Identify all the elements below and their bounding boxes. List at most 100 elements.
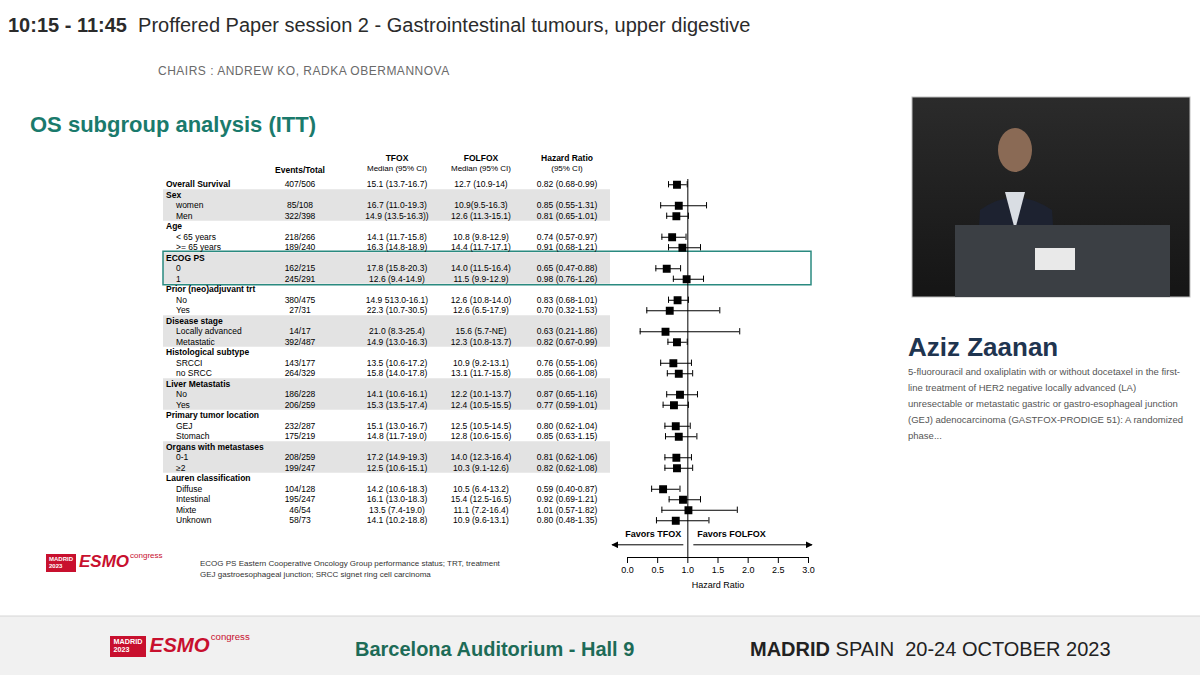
- svg-text:199/247: 199/247: [285, 463, 316, 473]
- svg-text:Primary tumor location: Primary tumor location: [166, 410, 259, 420]
- svg-text:14.1 (10.6-16.1): 14.1 (10.6-16.1): [367, 389, 428, 399]
- svg-text:14.1 (11.7-15.8): 14.1 (11.7-15.8): [367, 232, 427, 242]
- svg-text:206/259: 206/259: [285, 400, 316, 410]
- svg-text:Intestinal: Intestinal: [176, 494, 210, 504]
- svg-text:17.2 (14.9-19.3): 17.2 (14.9-19.3): [367, 452, 428, 462]
- svg-text:15.1 (13.0-16.7): 15.1 (13.0-16.7): [367, 421, 428, 431]
- svg-text:85/108: 85/108: [287, 200, 313, 210]
- svg-text:>= 65 years: >= 65 years: [176, 242, 221, 252]
- svg-text:12.6 (10.8-14.0): 12.6 (10.8-14.0): [451, 295, 512, 305]
- svg-text:13.1 (11.7-15.8): 13.1 (11.7-15.8): [451, 368, 511, 378]
- svg-text:17.8 (15.8-20.3): 17.8 (15.8-20.3): [367, 263, 428, 273]
- svg-text:11.5 (9.9-12.9): 11.5 (9.9-12.9): [453, 274, 508, 284]
- svg-text:0.63 (0.21-1.86): 0.63 (0.21-1.86): [537, 326, 598, 336]
- svg-text:Histological subtype: Histological subtype: [166, 347, 249, 357]
- svg-text:no SRCC: no SRCC: [176, 368, 212, 378]
- svg-text:12.5 (10.5-14.5): 12.5 (10.5-14.5): [451, 421, 512, 431]
- svg-text:Prior (neo)adjuvant trt: Prior (neo)adjuvant trt: [166, 284, 255, 294]
- svg-text:12.3 (10.8-13.7): 12.3 (10.8-13.7): [451, 337, 512, 347]
- svg-text:0: 0: [176, 263, 181, 273]
- svg-text:16.1 (13.0-18.3): 16.1 (13.0-18.3): [367, 494, 428, 504]
- svg-text:162/215: 162/215: [285, 263, 316, 273]
- svg-text:Favors TFOX: Favors TFOX: [625, 529, 681, 539]
- svg-text:175/219: 175/219: [285, 431, 316, 441]
- svg-text:Locally advanced: Locally advanced: [176, 326, 242, 336]
- svg-text:14.0 (11.5-16.4): 14.0 (11.5-16.4): [451, 263, 511, 273]
- svg-text:14/17: 14/17: [289, 326, 311, 336]
- svg-text:264/329: 264/329: [285, 368, 316, 378]
- svg-text:11.1 (7.2-16.4): 11.1 (7.2-16.4): [453, 505, 508, 515]
- svg-text:Yes: Yes: [176, 400, 190, 410]
- svg-text:12.6 (9.4-14.9): 12.6 (9.4-14.9): [369, 274, 425, 284]
- svg-text:Overall Survival: Overall Survival: [166, 179, 230, 189]
- svg-text:Hazard Ratio: Hazard Ratio: [692, 579, 745, 589]
- svg-text:< 65 years: < 65 years: [176, 232, 216, 242]
- svg-text:Median (95% CI): Median (95% CI): [451, 164, 511, 173]
- svg-text:0-1: 0-1: [176, 452, 189, 462]
- svg-text:10.5 (6.4-13.2): 10.5 (6.4-13.2): [453, 484, 509, 494]
- svg-text:15.1 (13.7-16.7): 15.1 (13.7-16.7): [367, 179, 428, 189]
- svg-text:GEJ gastroesophageal junction;: GEJ gastroesophageal junction; SRCC sign…: [200, 570, 431, 579]
- svg-text:Organs with metastases: Organs with metastases: [166, 442, 264, 452]
- svg-text:10.9 (9.6-13.1): 10.9 (9.6-13.1): [453, 515, 509, 525]
- svg-text:0.81 (0.62-1.06): 0.81 (0.62-1.06): [537, 452, 598, 462]
- svg-text:208/259: 208/259: [285, 452, 316, 462]
- svg-text:380/475: 380/475: [285, 295, 316, 305]
- svg-text:0.59 (0.40-0.87): 0.59 (0.40-0.87): [537, 484, 598, 494]
- svg-text:15.4 (12.5-16.5): 15.4 (12.5-16.5): [451, 494, 512, 504]
- svg-text:0.92 (0.69-1.21): 0.92 (0.69-1.21): [537, 494, 598, 504]
- svg-text:Events/Total: Events/Total: [275, 165, 325, 175]
- svg-text:104/128: 104/128: [285, 484, 316, 494]
- svg-text:12.2 (10.1-13.7): 12.2 (10.1-13.7): [451, 389, 512, 399]
- svg-text:10.9(9.5-16.3): 10.9(9.5-16.3): [454, 200, 508, 210]
- svg-text:0.87 (0.65-1.16): 0.87 (0.65-1.16): [537, 389, 598, 399]
- svg-text:10.3 (9.1-12.6): 10.3 (9.1-12.6): [453, 463, 509, 473]
- svg-text:12.5 (10.6-15.1): 12.5 (10.6-15.1): [367, 463, 428, 473]
- svg-text:Favors FOLFOX: Favors FOLFOX: [697, 529, 766, 539]
- svg-text:Diffuse: Diffuse: [176, 484, 203, 494]
- svg-text:Hazard Ratio: Hazard Ratio: [541, 153, 593, 163]
- svg-text:0.65 (0.47-0.88): 0.65 (0.47-0.88): [537, 263, 598, 273]
- svg-text:Disease stage: Disease stage: [166, 316, 223, 326]
- svg-text:0.82 (0.62-1.08): 0.82 (0.62-1.08): [537, 463, 598, 473]
- svg-text:0.81 (0.65-1.01): 0.81 (0.65-1.01): [537, 211, 598, 221]
- svg-text:0.83 (0.68-1.01): 0.83 (0.68-1.01): [537, 295, 598, 305]
- svg-text:ECOG PS: ECOG PS: [166, 253, 205, 263]
- svg-text:≥2: ≥2: [176, 463, 186, 473]
- svg-text:14.1 (10.2-18.8): 14.1 (10.2-18.8): [367, 515, 428, 525]
- svg-text:16.7 (11.0-19.3): 16.7 (11.0-19.3): [367, 200, 427, 210]
- svg-text:407/506: 407/506: [285, 179, 316, 189]
- svg-text:Unknown: Unknown: [176, 515, 212, 525]
- svg-text:1.01 (0.57-1.82): 1.01 (0.57-1.82): [537, 505, 598, 515]
- svg-text:0.70 (0.32-1.53): 0.70 (0.32-1.53): [537, 305, 598, 315]
- svg-text:0.80 (0.62-1.04): 0.80 (0.62-1.04): [537, 421, 598, 431]
- svg-text:0.74 (0.57-0.97): 0.74 (0.57-0.97): [537, 232, 598, 242]
- svg-text:3.0: 3.0: [802, 565, 815, 575]
- svg-text:14.9 (13.5-16.3)): 14.9 (13.5-16.3)): [365, 211, 428, 221]
- svg-text:143/177: 143/177: [285, 358, 316, 368]
- svg-text:(95% CI): (95% CI): [551, 164, 583, 173]
- svg-text:GEJ: GEJ: [176, 421, 193, 431]
- svg-text:2.5: 2.5: [772, 565, 785, 575]
- svg-text:14.9 (13.0-16.3): 14.9 (13.0-16.3): [367, 337, 428, 347]
- svg-text:2.0: 2.0: [742, 565, 755, 575]
- svg-text:Stomach: Stomach: [176, 431, 210, 441]
- svg-text:1.5: 1.5: [712, 565, 725, 575]
- svg-text:Mixte: Mixte: [176, 505, 197, 515]
- svg-text:14.4 (11.7-17.1): 14.4 (11.7-17.1): [451, 242, 511, 252]
- svg-text:No: No: [176, 389, 187, 399]
- svg-text:13.5 (7.4-19.0): 13.5 (7.4-19.0): [369, 505, 425, 515]
- svg-text:232/287: 232/287: [285, 421, 316, 431]
- svg-text:15.3 (13.5-17.4): 15.3 (13.5-17.4): [367, 400, 428, 410]
- svg-text:0.85 (0.55-1.31): 0.85 (0.55-1.31): [537, 200, 598, 210]
- svg-text:186/228: 186/228: [285, 389, 316, 399]
- svg-text:0.0: 0.0: [621, 565, 634, 575]
- svg-text:14.0 (12.3-16.4): 14.0 (12.3-16.4): [451, 452, 512, 462]
- svg-text:14.8 (11.7-19.0): 14.8 (11.7-19.0): [367, 431, 427, 441]
- svg-text:0.82 (0.68-0.99): 0.82 (0.68-0.99): [537, 179, 598, 189]
- svg-text:322/398: 322/398: [285, 211, 316, 221]
- svg-text:27/31: 27/31: [289, 305, 311, 315]
- svg-text:58/73: 58/73: [289, 515, 311, 525]
- svg-text:0.85 (0.63-1.15): 0.85 (0.63-1.15): [537, 431, 598, 441]
- svg-text:0.5: 0.5: [651, 565, 664, 575]
